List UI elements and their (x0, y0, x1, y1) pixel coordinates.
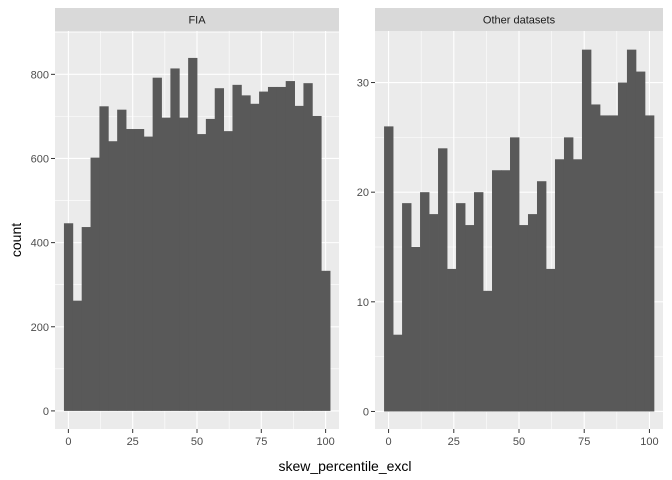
histogram-bar (492, 170, 502, 412)
histogram-bar (626, 49, 637, 412)
y-tick-label: 400 (31, 238, 49, 250)
histogram-bar (527, 214, 538, 412)
histogram-bar (420, 192, 430, 412)
x-tick-label: 75 (578, 436, 590, 448)
histogram-bar (134, 129, 145, 411)
histogram-bar (384, 126, 394, 412)
histogram-bar (285, 81, 295, 411)
panel-fia: FIA 0 25 50 75 100 0 200 400 600 800 (31, 8, 339, 448)
histogram-bar (554, 159, 565, 412)
histogram-bar (90, 157, 100, 411)
x-tick-label: 50 (191, 436, 203, 448)
histogram-bar (294, 105, 304, 411)
x-tick-label: 50 (513, 436, 525, 448)
x-axis-title: skew_percentile_excl (278, 458, 411, 474)
histogram-bar (510, 137, 520, 412)
histogram-bar (563, 137, 574, 412)
y-axis-title: count (8, 223, 24, 257)
histogram-bar (438, 148, 448, 412)
histogram-bar (321, 270, 331, 411)
histogram-bar (259, 91, 269, 411)
x-tick-label: 100 (316, 436, 334, 448)
histogram-bar (545, 268, 556, 412)
histogram-bar (196, 134, 207, 411)
histogram-bar (81, 227, 91, 411)
histogram-bar (411, 246, 421, 412)
histogram-bar (276, 86, 287, 411)
y-tick-label: 0 (363, 406, 369, 418)
histogram-bar (536, 181, 547, 412)
facet-strip (375, 8, 663, 31)
histogram-bar (72, 300, 83, 411)
histogram-bar (572, 159, 583, 412)
x-tick-label: 25 (448, 436, 460, 448)
histogram-bar (644, 115, 655, 412)
y-tick-label: 30 (357, 78, 369, 90)
x-tick-label: 0 (65, 436, 71, 448)
panel-other-datasets: Other datasets 0 25 50 75 100 0 10 20 30 (357, 8, 663, 448)
histogram-bar (590, 104, 601, 412)
histogram-bar (99, 106, 109, 411)
histogram-bar (170, 68, 180, 411)
histogram-bar (63, 223, 74, 411)
histogram-bar (241, 95, 251, 411)
histogram-bar (250, 103, 260, 411)
y-tick-label: 800 (31, 69, 49, 81)
histogram-bar (617, 82, 628, 412)
histogram-bar (223, 131, 233, 411)
x-tick-label: 75 (255, 436, 267, 448)
histogram-bar (312, 115, 322, 411)
x-tick-label: 25 (127, 436, 139, 448)
histogram-bar (108, 141, 118, 411)
y-tick-label: 10 (357, 297, 369, 309)
facet-title: Other datasets (483, 15, 556, 27)
histogram-bar (117, 109, 127, 411)
y-tick-label: 0 (43, 406, 49, 418)
histogram-bar (188, 57, 198, 411)
histogram-bar (429, 214, 439, 412)
histogram-bar (126, 129, 136, 411)
facet-strip (55, 8, 339, 31)
x-tick-label: 100 (640, 436, 658, 448)
histogram-bar (635, 71, 646, 412)
histogram-bar (465, 225, 475, 412)
histogram-bar (599, 115, 610, 412)
histogram-bar (581, 49, 592, 412)
y-tick-label: 600 (31, 153, 49, 165)
histogram-bar (483, 290, 493, 412)
histogram-bar (456, 203, 466, 412)
histogram-bar (518, 225, 529, 412)
histogram-bar (267, 86, 278, 411)
y-tick-label: 200 (31, 322, 49, 334)
histogram-bar (303, 83, 313, 411)
histogram-bar (205, 118, 216, 411)
histogram-bar (232, 84, 242, 411)
histogram-bar (179, 117, 189, 411)
facet-title: FIA (188, 15, 206, 27)
histogram-bar (447, 268, 457, 412)
histogram-bar (501, 170, 511, 412)
histogram-bar (474, 192, 484, 412)
histogram-bar (161, 117, 171, 411)
histogram-bar (608, 115, 619, 412)
y-tick-label: 20 (357, 187, 369, 199)
histogram-bar (143, 136, 154, 411)
histogram-bar (393, 334, 403, 412)
x-tick-label: 0 (386, 436, 392, 448)
histogram-bar (214, 88, 225, 411)
histogram-bar (402, 203, 412, 412)
histogram-bar (152, 77, 162, 411)
